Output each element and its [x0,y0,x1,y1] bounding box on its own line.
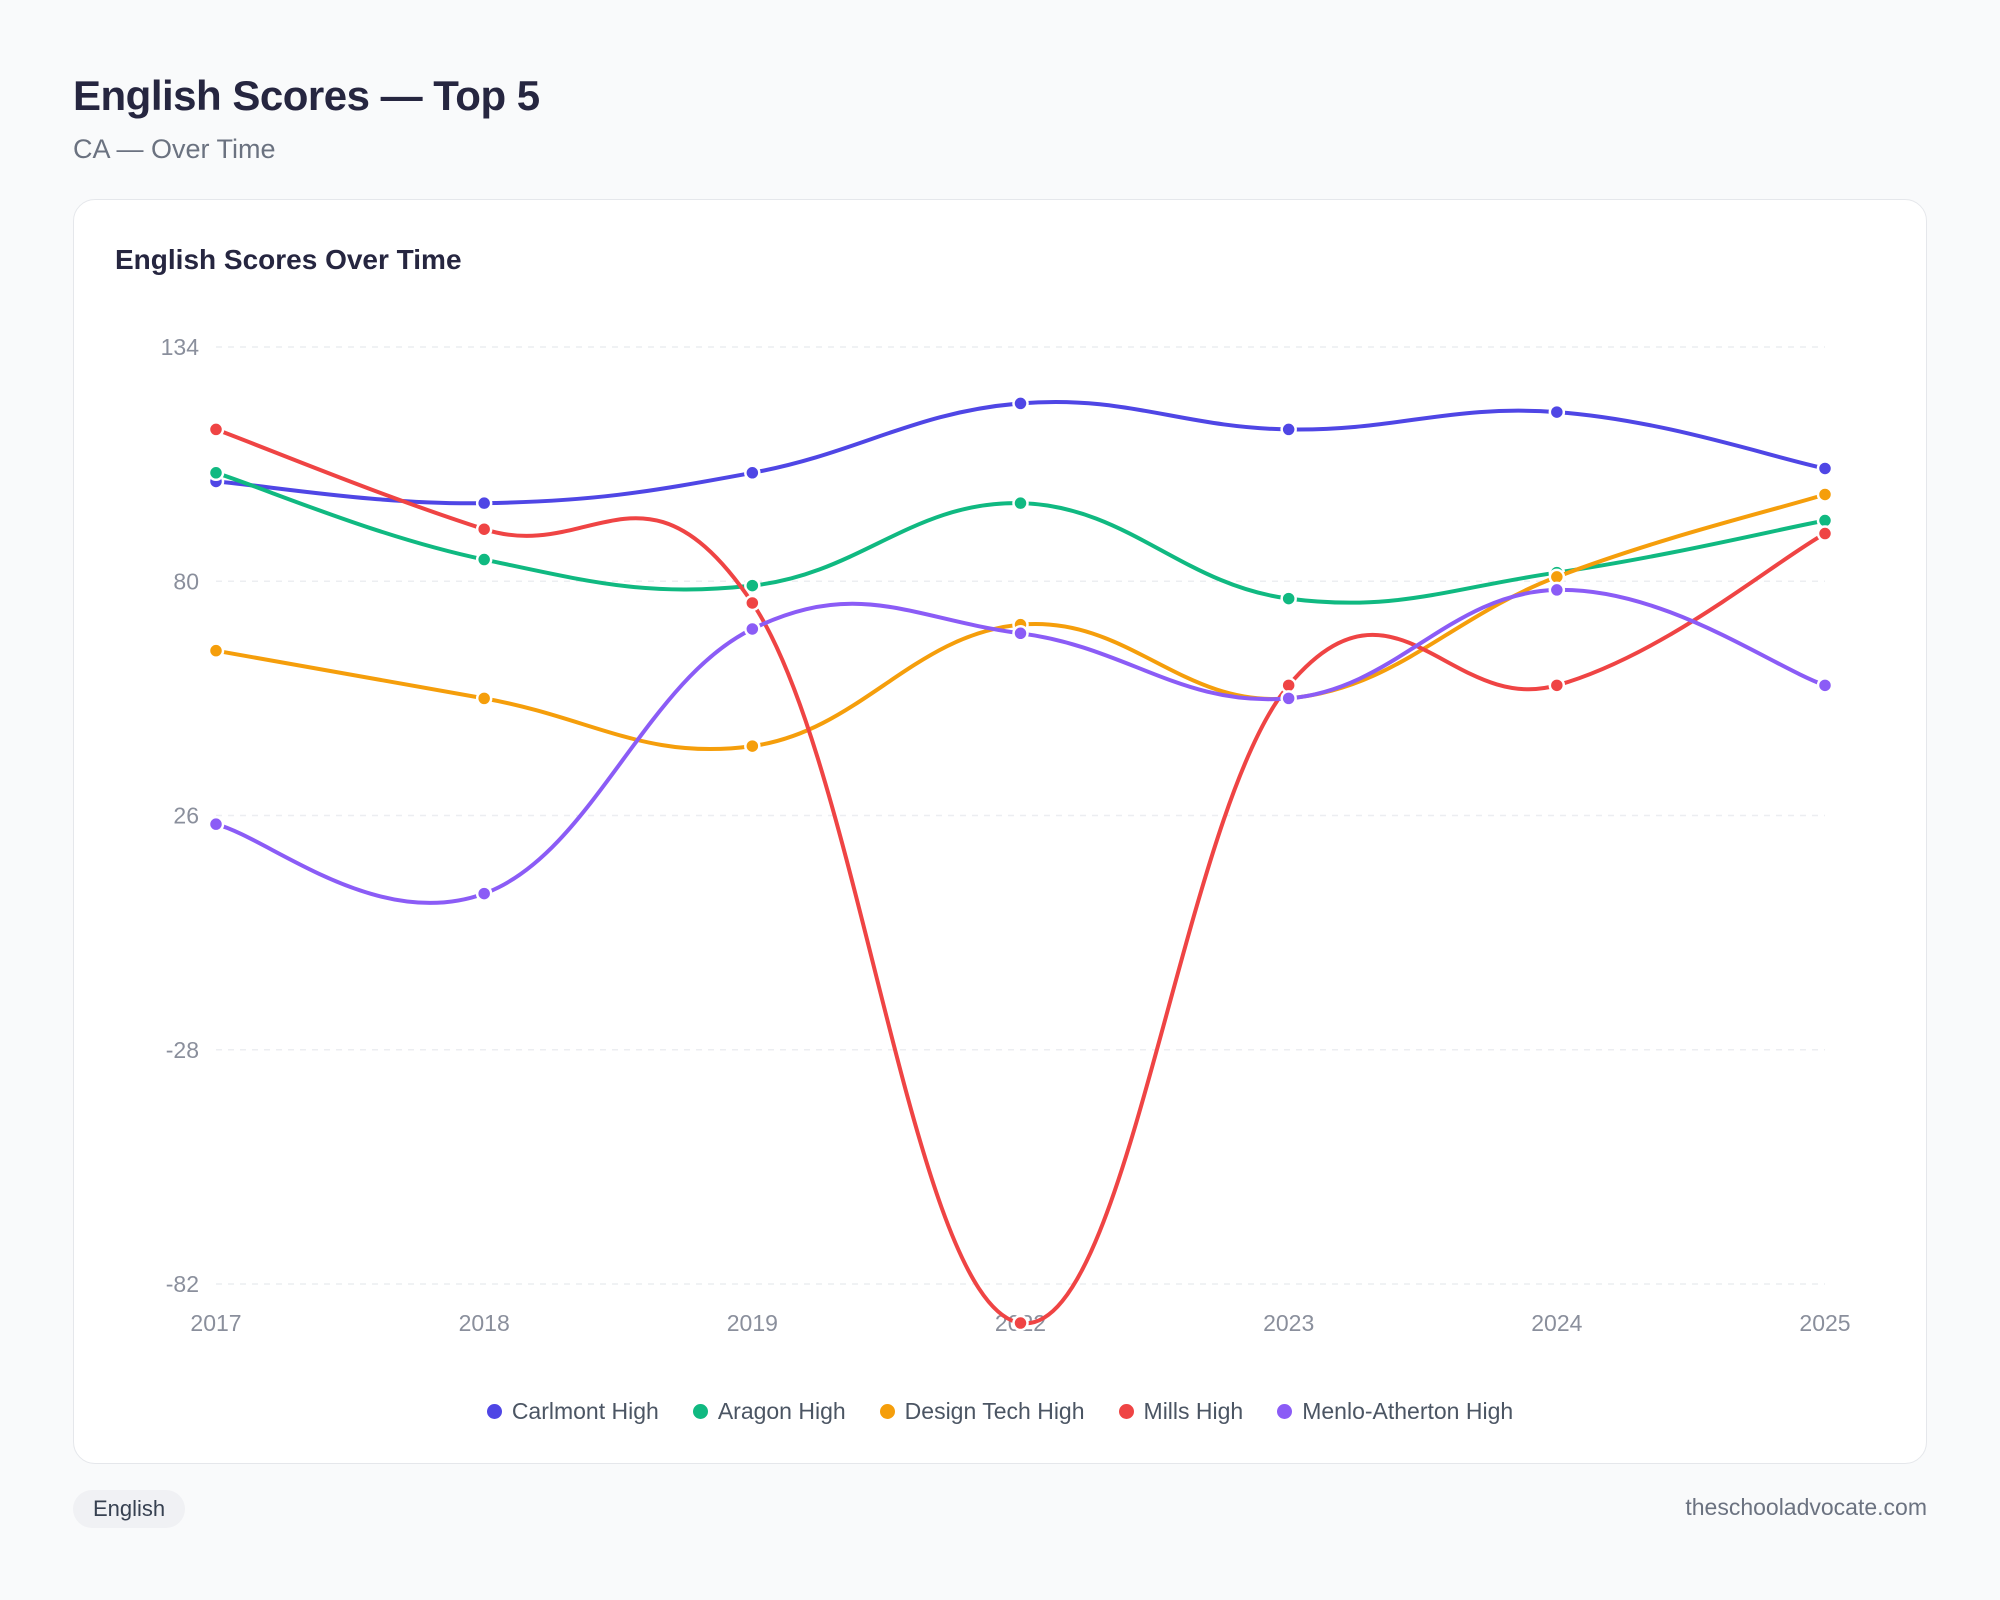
series-line-carlmont-high [214,399,1827,506]
legend-item[interactable]: Menlo-Atherton High [1277,1398,1513,1425]
legend-label: Aragon High [717,1398,846,1424]
data-point-carlmont-high[interactable] [1548,403,1566,421]
series-line-mills-high [214,427,1827,1326]
legend-item[interactable]: Aragon High [692,1398,846,1425]
data-point-menlo-atherton-high[interactable] [1012,625,1029,642]
data-point-carlmont-high[interactable] [475,494,493,512]
chart-legend: Carlmont High Aragon High Design Tech High… [74,1398,1926,1425]
legend-dot-icon [879,1404,895,1419]
x-tick-label: 2025 [1799,1310,1850,1336]
data-point-menlo-atherton-high[interactable] [1280,690,1297,707]
data-point-mills-high[interactable] [1012,1314,1029,1332]
page-subtitle: CA — Over Time [73,134,276,164]
data-point-carlmont-high[interactable] [1280,421,1297,438]
legend-label: Carlmont High [511,1398,659,1424]
legend-item[interactable]: Carlmont High [486,1398,659,1425]
x-tick-label: 2024 [1531,1310,1582,1336]
site-link[interactable]: theschooladvocate.com [1685,1494,1927,1520]
legend-dot-icon [486,1404,502,1419]
line-chart: 1348026-28-82201720182019202220232024202… [161,334,1851,1336]
x-tick-label: 2018 [459,1310,510,1336]
data-point-aragon-high[interactable] [475,551,493,568]
data-point-mills-high[interactable] [475,520,493,538]
data-point-design-tech-high[interactable] [1816,486,1834,503]
legend-label: Menlo-Atherton High [1302,1398,1514,1424]
legend-dot-icon [1118,1404,1134,1419]
data-point-menlo-atherton-high[interactable] [744,620,761,638]
data-point-aragon-high[interactable] [1280,590,1297,607]
data-point-menlo-atherton-high[interactable] [207,815,225,833]
y-tick-label: 26 [173,803,199,829]
y-tick-label: -82 [166,1271,199,1297]
data-point-mills-high[interactable] [744,594,761,612]
y-tick-label: 80 [173,568,199,594]
data-point-mills-high[interactable] [1816,525,1834,542]
legend-label: Design Tech High [904,1398,1085,1424]
data-point-carlmont-high[interactable] [744,464,761,482]
data-point-aragon-high[interactable] [744,577,761,594]
data-point-mills-high[interactable] [1548,677,1566,694]
data-point-carlmont-high[interactable] [1012,395,1029,412]
data-point-design-tech-high[interactable] [207,642,225,659]
legend-dot-icon [692,1404,708,1419]
data-point-menlo-atherton-high[interactable] [1548,581,1566,599]
legend-item[interactable]: Mills High [1118,1398,1244,1425]
x-tick-label: 2019 [727,1310,778,1336]
series-line-aragon-high [214,470,1827,605]
data-point-aragon-high[interactable] [207,464,225,482]
legend-label: Mills High [1143,1398,1244,1424]
data-point-carlmont-high[interactable] [1816,460,1834,477]
y-tick-label: 134 [161,334,200,360]
y-tick-label: -28 [166,1037,199,1063]
data-point-menlo-atherton-high[interactable] [475,885,493,902]
data-point-design-tech-high[interactable] [475,690,493,707]
data-point-design-tech-high[interactable] [744,737,761,755]
subject-tag: English [73,1490,186,1528]
chart-card: English Scores Over Time 134 80 26 -28 -82 20… [73,199,1927,1464]
legend-item[interactable]: Design Tech High [879,1398,1085,1425]
chart-title: English Scores Over Time [115,244,462,275]
data-point-aragon-high[interactable] [1012,494,1029,512]
page-title: English Scores — Top 5 [73,72,540,119]
data-point-menlo-atherton-high[interactable] [1816,677,1834,694]
data-point-mills-high[interactable] [207,421,225,438]
x-tick-label: 2023 [1263,1310,1314,1336]
x-tick-label: 2017 [190,1310,241,1336]
legend-dot-icon [1277,1404,1293,1419]
